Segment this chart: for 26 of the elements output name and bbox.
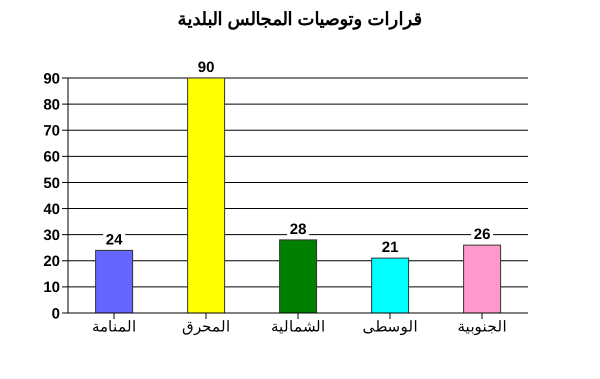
bar	[279, 239, 318, 313]
y-tick-label: 90	[43, 70, 60, 88]
data-label: 26	[474, 226, 490, 244]
x-tick-label: الجنوبية	[458, 318, 506, 336]
y-tick-label: 70	[43, 122, 60, 140]
bar	[463, 244, 502, 313]
x-tick-label: المنامة	[92, 318, 136, 336]
bar	[95, 250, 134, 313]
bar	[187, 78, 226, 313]
x-tick-label: المحرق	[182, 318, 230, 336]
bar	[371, 258, 410, 313]
y-tick-label: 80	[43, 96, 60, 114]
chart-title: قرارات وتوصيات المجالس البلدية	[176, 8, 424, 32]
y-tick-label: 40	[43, 200, 60, 218]
data-label: 90	[198, 59, 214, 76]
data-label: 28	[290, 220, 306, 238]
x-tick-label: الوسطى	[362, 318, 418, 336]
y-tick-label: 0	[52, 305, 60, 322]
x-tick-label: الشمالية	[271, 318, 325, 336]
data-label: 24	[106, 231, 124, 248]
data-label: 21	[382, 239, 398, 256]
y-tick-label: 10	[43, 279, 60, 296]
y-tick-label: 30	[43, 226, 60, 244]
y-tick-label: 20	[43, 253, 60, 270]
y-tick-label: 60	[43, 148, 60, 166]
y-tick-label: 50	[43, 174, 60, 192]
